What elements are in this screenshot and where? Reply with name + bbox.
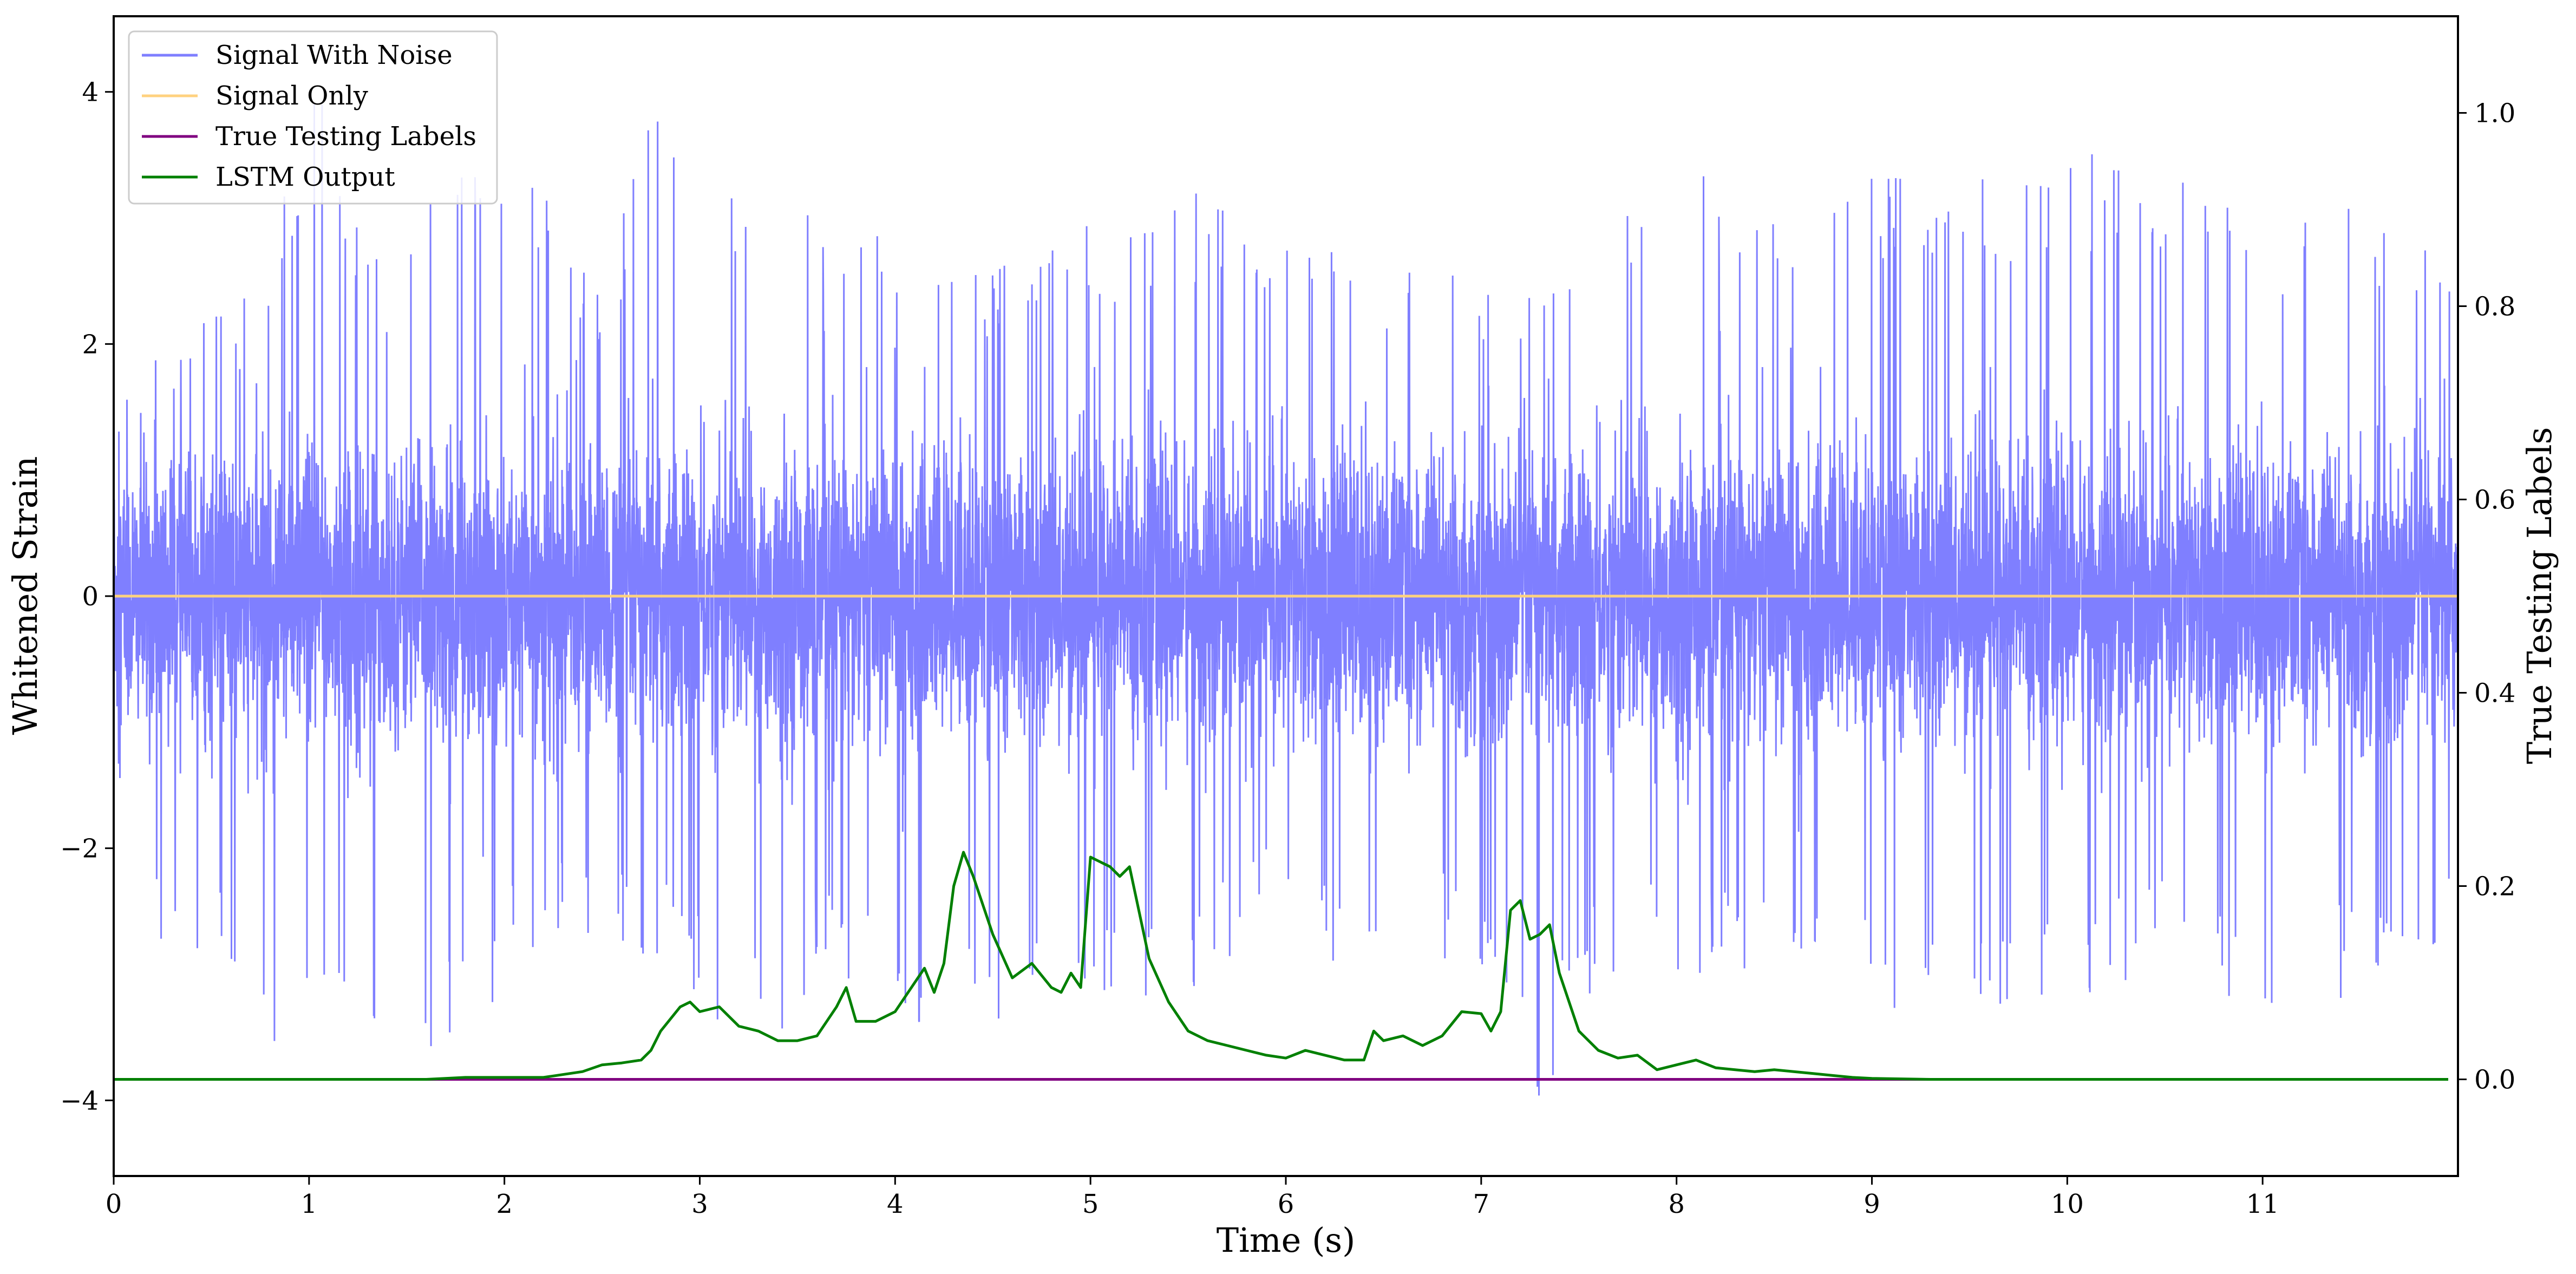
- x-tick-label: 7: [1473, 1189, 1490, 1219]
- x-tick-label: 11: [2246, 1189, 2279, 1219]
- x-axis: 0 1 2 3 4 5 6 7 8 9 10 11: [106, 1176, 2279, 1219]
- x-tick-label: 1: [301, 1189, 318, 1219]
- x-tick-label: 3: [691, 1189, 708, 1219]
- legend-label-lstm-output: LSTM Output: [215, 162, 395, 192]
- legend-box: [128, 30, 498, 205]
- y-axis-left: −4 −2 0 2 4: [60, 77, 114, 1116]
- y-right-tick-label: 0.4: [2474, 678, 2515, 709]
- legend-label-signal-only: Signal Only: [215, 81, 368, 111]
- x-tick-label: 2: [496, 1189, 513, 1219]
- y-axis-right-label: True Testing Labels: [2520, 427, 2559, 765]
- noise-layer: [113, 103, 2459, 1096]
- series-lstm-output: [114, 851, 2448, 1081]
- x-tick-label: 10: [2051, 1189, 2084, 1219]
- x-tick-label: 8: [1668, 1189, 1685, 1219]
- y-right-tick-label: 0.0: [2474, 1065, 2515, 1095]
- y-axis-right: 0.0 0.2 0.4 0.6 0.8 1.0: [2458, 99, 2515, 1095]
- x-axis-label: Time (s): [1217, 1220, 1356, 1260]
- y-right-tick-label: 1.0: [2474, 99, 2515, 129]
- x-tick-label: 5: [1082, 1189, 1099, 1219]
- legend-label-signal-with-noise: Signal With Noise: [215, 40, 453, 70]
- y-right-tick-label: 0.2: [2474, 872, 2515, 902]
- y-axis-left-label: Whitened Strain: [5, 456, 45, 735]
- y-left-tick-label: 0: [82, 582, 99, 612]
- legend: Signal With Noise Signal Only True Testi…: [128, 30, 498, 205]
- y-right-tick-label: 0.8: [2474, 292, 2515, 322]
- y-left-tick-label: −4: [60, 1086, 99, 1116]
- y-left-tick-label: −2: [60, 834, 99, 864]
- series-signal-with-noise: [113, 103, 2459, 1096]
- legend-label-true-testing-labels: True Testing Labels: [215, 121, 476, 152]
- y-right-tick-label: 0.6: [2474, 485, 2515, 515]
- x-tick-label: 9: [1864, 1189, 1880, 1219]
- x-tick-label: 4: [887, 1189, 904, 1219]
- y-left-tick-label: 4: [82, 77, 99, 108]
- x-tick-label: 6: [1278, 1189, 1294, 1219]
- x-tick-label: 0: [106, 1189, 122, 1219]
- y-left-tick-label: 2: [82, 329, 99, 360]
- lines-layer: [114, 594, 2458, 1081]
